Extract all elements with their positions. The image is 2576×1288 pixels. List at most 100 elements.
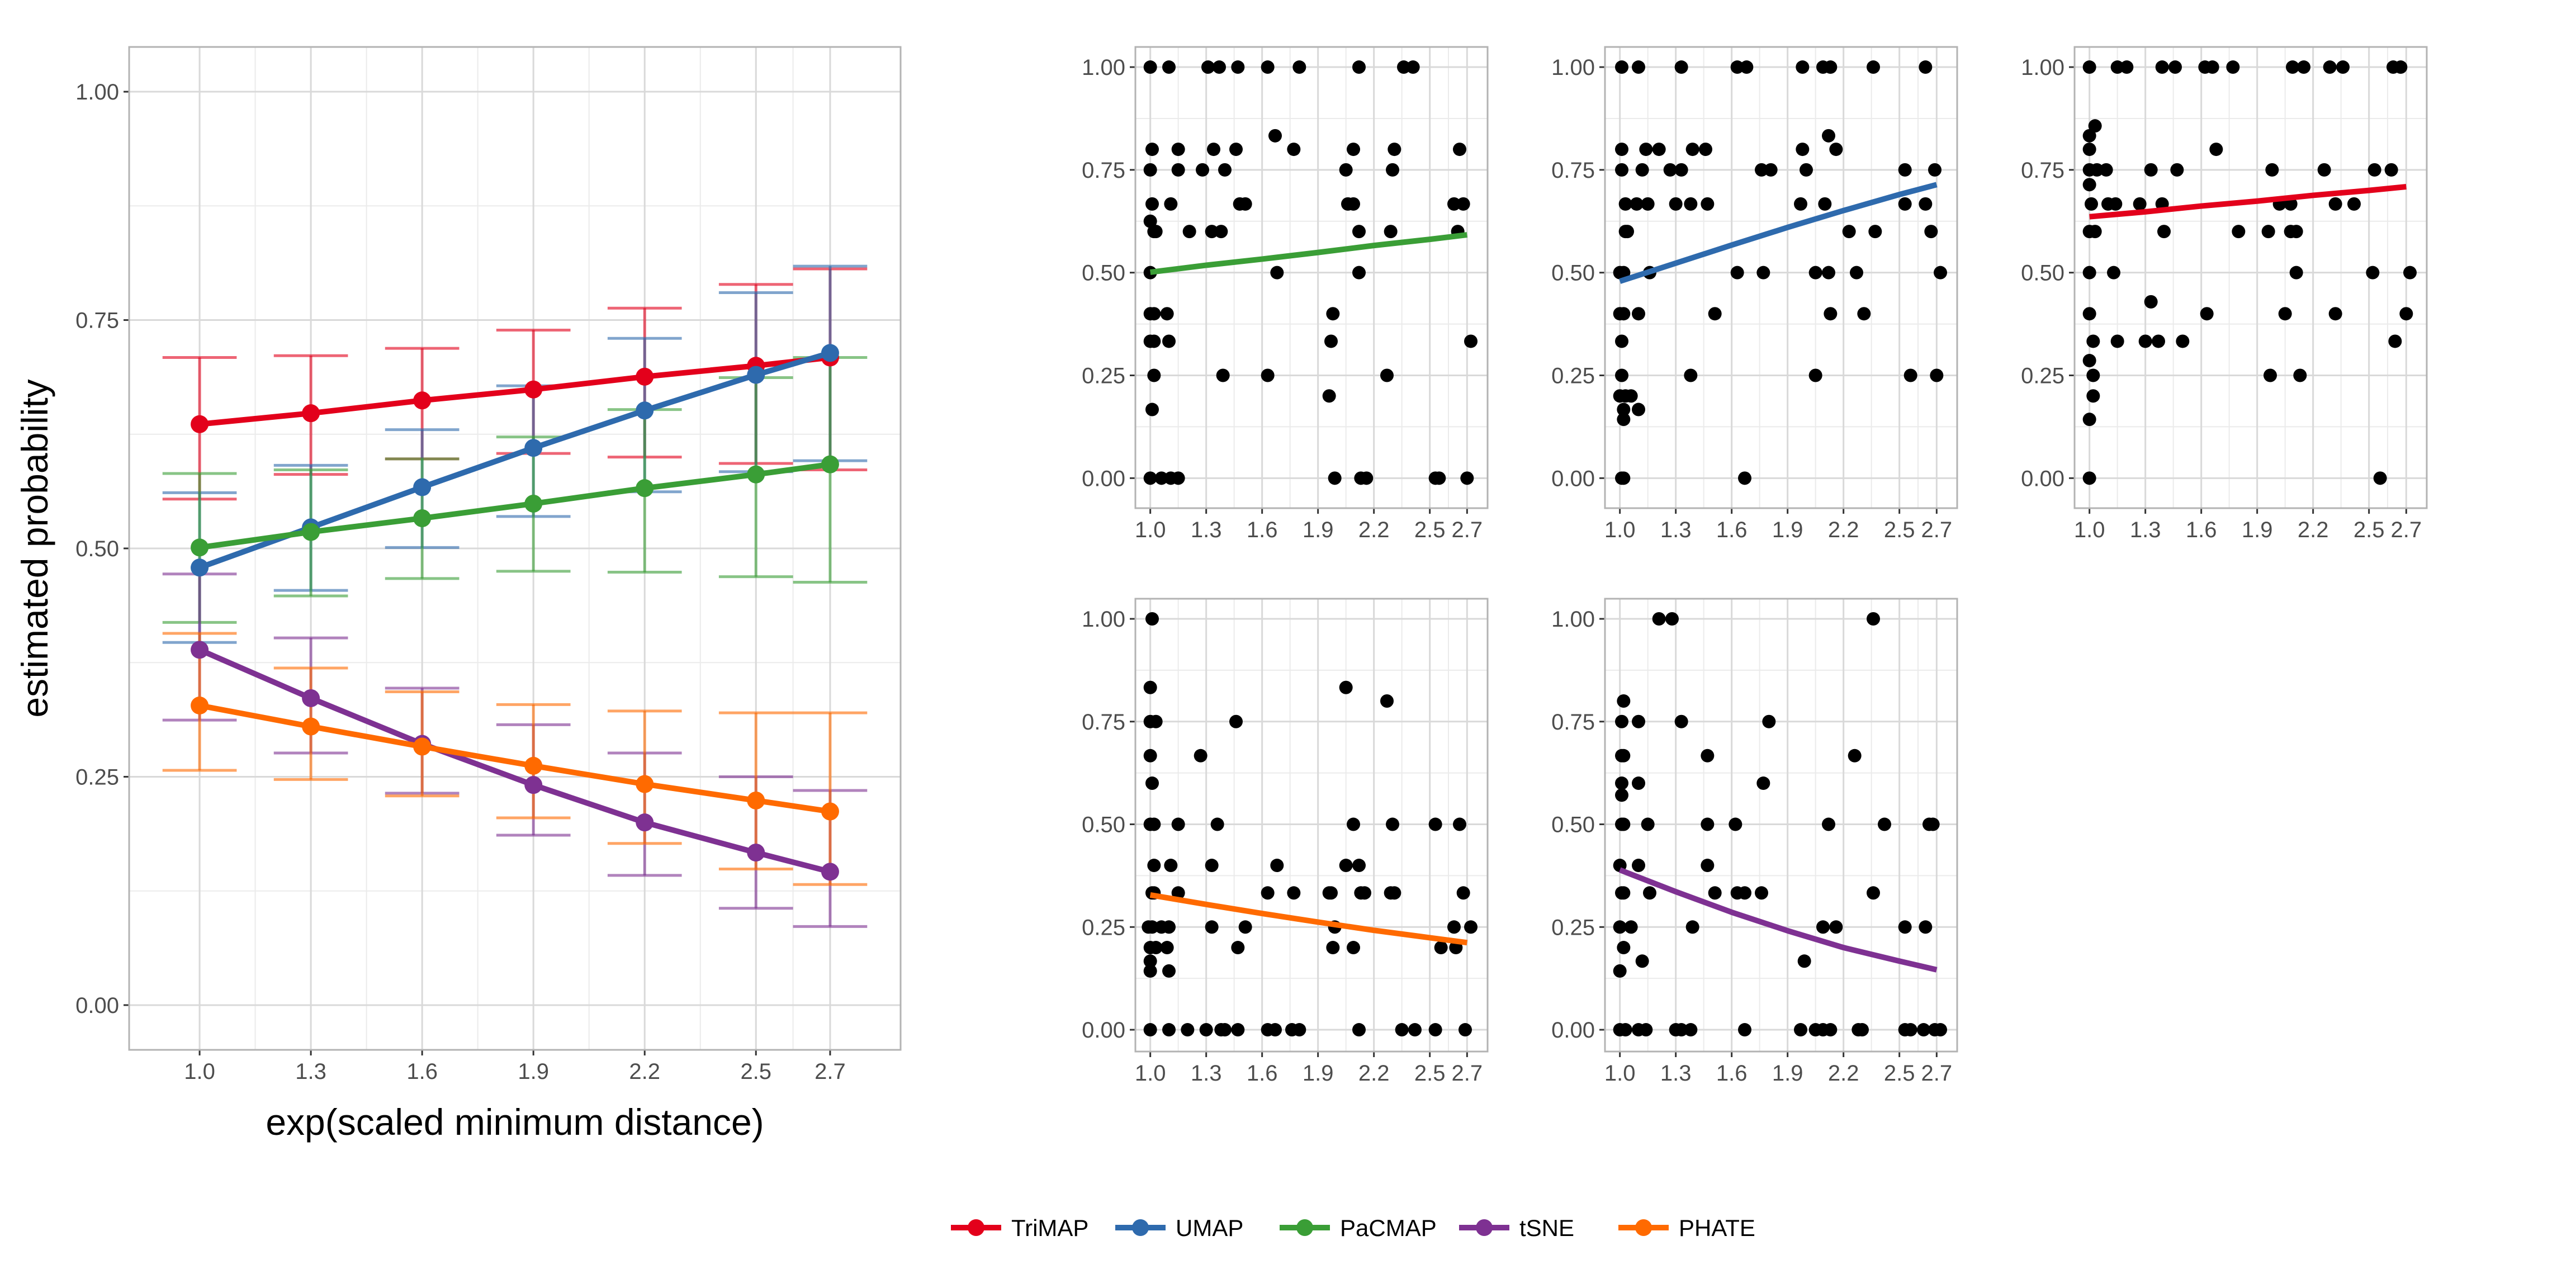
x-tick-label: 1.3 — [295, 1059, 326, 1084]
scatter-point — [1898, 920, 1912, 934]
scatter-point — [2394, 60, 2408, 74]
scatter-point — [1857, 307, 1871, 321]
scatter-point — [1917, 1023, 1930, 1037]
fit-line-tSNE — [1618, 867, 1938, 973]
y-tick-label: 1.00 — [75, 80, 119, 105]
scatter-point — [1685, 920, 1699, 934]
scatter-point — [1632, 402, 1645, 416]
scatter-point — [1143, 471, 1157, 485]
y-tick-label: 1.00 — [1551, 55, 1595, 80]
scatter-point — [1347, 143, 1360, 157]
data-point-UMAP — [413, 478, 432, 496]
scatter-point — [1635, 954, 1649, 968]
scatter-panel-PHATE: 0.00 0.25 0.50 0.75 1.00 1.0 1.3 1.6 1.9 2.2 2.5 2.… — [1082, 598, 1489, 1086]
scatter-point — [2209, 143, 2223, 157]
y-tick-label: 0.25 — [1551, 364, 1595, 389]
scatter-point — [1756, 776, 1770, 790]
scatter-point — [1729, 817, 1742, 831]
scatter-point — [1164, 859, 1178, 873]
scatter-point — [1270, 266, 1284, 280]
y-tick-label: 0.00 — [75, 993, 119, 1018]
x-tick-label: 1.6 — [2186, 518, 2217, 542]
scatter-point — [1386, 817, 1399, 831]
y-tick-label: 0.50 — [2021, 261, 2064, 286]
scatter-point — [1384, 225, 1398, 239]
scatter-point — [2144, 295, 2158, 309]
scatter-point — [1149, 225, 1163, 239]
y-tick-label: 0.25 — [1082, 364, 1125, 389]
scatter-point — [1326, 307, 1340, 321]
scatter-point — [1154, 471, 1168, 485]
y-tick-label: 0.75 — [1082, 710, 1125, 735]
scatter-point — [1669, 197, 1683, 211]
scatter-point — [1218, 1023, 1232, 1037]
series-PHATE — [162, 632, 868, 886]
scatter-point — [1684, 197, 1698, 211]
scatter-point — [2297, 60, 2310, 74]
scatter-point — [1460, 471, 1474, 485]
scatter-point — [2265, 163, 2279, 177]
scatter-point — [1903, 1023, 1917, 1037]
scatter-point — [1684, 368, 1698, 382]
scatter-point — [1674, 163, 1688, 177]
scatter-point — [2086, 334, 2100, 348]
data-point-PHATE — [302, 717, 320, 736]
scatter-point — [1352, 60, 1366, 74]
scatter-point — [2082, 354, 2096, 368]
scatter-point — [1218, 163, 1232, 177]
y-tick-label: 0.25 — [75, 765, 119, 789]
scatter-point — [2088, 225, 2102, 239]
scatter-point — [1143, 163, 1157, 177]
scatter-point — [2120, 60, 2134, 74]
x-tick-label: 2.2 — [1828, 1061, 1859, 1086]
data-point-PHATE — [524, 756, 543, 775]
scatter-point — [1738, 886, 1751, 900]
x-tick-label: 2.2 — [1358, 1061, 1390, 1086]
scatter-point — [1630, 197, 1644, 211]
scatter-point — [1617, 749, 1631, 763]
scatter-panels: 0.000.250.500.751.001.0 1.3 1.6 1.9 2.2 2.5 2.… — [1082, 46, 2428, 1086]
scatter-point — [1928, 163, 1942, 177]
scatter-point — [2399, 307, 2413, 321]
y-tick-label: 0.50 — [1551, 813, 1595, 837]
scatter-point — [1684, 1023, 1698, 1037]
scatter-point — [1738, 471, 1751, 485]
y-tick-label: 1.00 — [1082, 55, 1125, 80]
scatter-point — [2082, 413, 2096, 427]
scatter-point — [1615, 714, 1628, 728]
data-point-PHATE — [636, 775, 654, 793]
scatter-point — [2264, 368, 2277, 382]
scatter-point — [2403, 266, 2417, 280]
y-tick-label: 0.25 — [2021, 364, 2064, 389]
scatter-point — [2293, 368, 2307, 382]
scatter-point — [1762, 714, 1776, 728]
scatter-point — [2168, 60, 2182, 74]
scatter-point — [1322, 389, 1336, 403]
data-point-PaCMAP — [636, 479, 654, 498]
data-point-PaCMAP — [413, 509, 432, 528]
scatter-point — [1641, 817, 1655, 831]
scatter-point — [1898, 197, 1912, 211]
scatter-point — [1213, 60, 1226, 74]
scatter-point — [2226, 60, 2240, 74]
x-tick-label: 1.0 — [1135, 518, 1166, 542]
scatter-point — [1708, 307, 1722, 321]
scatter-point — [2200, 307, 2214, 321]
scatter-point — [2090, 163, 2104, 177]
main-chart: 0.00 0.25 0.50 0.75 1.00 1.0 1.3 1.6 1.9 2.2 2.5 2.… — [75, 46, 902, 1084]
scatter-point — [1617, 266, 1631, 280]
scatter-point — [1663, 163, 1677, 177]
scatter-point — [2138, 334, 2152, 348]
x-tick-label: 1.3 — [1660, 1061, 1692, 1086]
scatter-point — [1268, 1023, 1282, 1037]
scatter-point — [1924, 225, 1938, 239]
x-tick-label: 2.7 — [1921, 1061, 1953, 1086]
scatter-point — [1147, 368, 1161, 382]
scatter-point — [1632, 859, 1645, 873]
scatter-point — [1268, 129, 1282, 143]
scatter-point — [1324, 886, 1338, 900]
data-point-PaCMAP — [524, 494, 543, 513]
data-point-TriMAP — [524, 380, 543, 399]
scatter-point — [1617, 694, 1631, 708]
